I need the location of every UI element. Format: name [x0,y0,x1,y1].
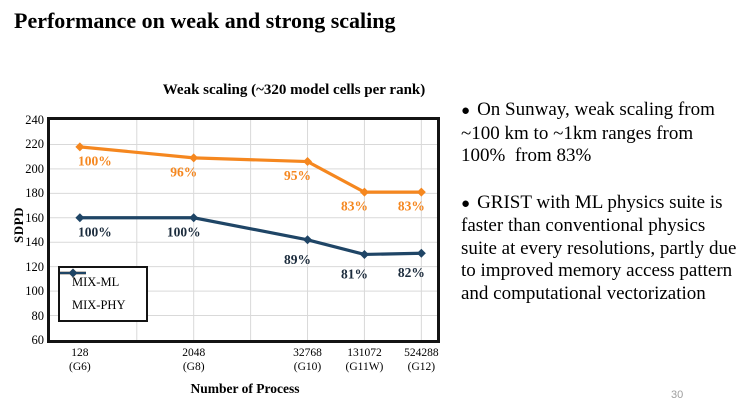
data-point-label: 100% [78,224,112,239]
chart-legend: MIX-ML MIX-PHY [58,266,148,322]
x-axis-title: Number of Process [190,381,300,396]
data-point-marker [189,153,199,163]
data-point-marker [189,213,199,223]
data-point-label: 95% [284,168,311,183]
y-axis-tick-label: 160 [25,210,44,225]
y-axis-tick-label: 180 [25,186,44,201]
x-axis-tick-label: 524288 (G12) [404,347,439,373]
bullet-text: GRIST with ML physics suite is faster th… [461,191,737,304]
bullet-icon: ● [461,195,471,212]
data-point-label: 96% [170,164,197,179]
bullet-list: ● On Sunway, weak scaling from ~100 km to… [461,99,737,329]
data-point-marker [75,142,85,152]
data-point-marker [359,187,369,197]
data-point-label: 100% [167,224,201,239]
y-axis-tick-label: 240 [25,113,44,127]
y-axis-tick-label: 120 [25,259,44,274]
data-point-marker [75,213,85,223]
y-axis-tick-label: 200 [25,161,44,176]
page-number: 30 [671,389,684,401]
y-axis-tick-label: 60 [31,333,45,347]
slide-title: Performance on weak and strong scaling [14,8,396,33]
y-axis-tick-label: 100 [25,284,44,299]
data-point-marker [416,187,426,197]
data-point-label: 83% [341,199,368,214]
y-axis-tick-label: 220 [25,137,44,152]
bullet-item: ● GRIST with ML physics suite is faster t… [461,192,737,306]
data-point-label: 83% [398,199,425,214]
x-axis-tick-label: 131072 (G11W) [345,347,384,373]
chart-title: Weak scaling (~320 model cells per rank) [162,82,426,98]
legend-label: MIX-PHY [72,297,126,312]
x-axis-tick-label: 2048 (G8) [182,347,206,373]
data-point-marker [303,235,313,245]
data-point-marker [416,248,426,258]
data-point-marker [303,157,313,167]
x-axis-tick-label: 128 (G6) [69,347,91,373]
legend-item-mix-phy: MIX-PHY [60,268,146,313]
bullet-icon: ● [461,103,471,119]
y-axis-tick-label: 80 [31,308,45,323]
y-axis-tick-label: 140 [25,235,44,250]
legend-label: MIX-ML [72,275,120,290]
plot-area: 100% 96% 95% 83% 83% 100% 100% 89% 81% 82% MIX-ML… [47,117,440,343]
data-point-marker [359,249,369,259]
data-point-label: 100% [78,153,112,168]
bullet-item: ● On Sunway, weak scaling from ~100 km to… [461,99,737,168]
data-point-label: 89% [284,252,311,267]
data-point-label: 81% [341,266,368,281]
bullet-text: On Sunway, weak scaling from ~100 km to … [461,99,720,166]
x-axis-tick-label: 32768 (G10) [293,347,322,373]
data-point-label: 82% [398,265,425,280]
chart-plot-svg: 100% 96% 95% 83% 83% 100% 100% 89% 81% 82% [50,120,437,340]
